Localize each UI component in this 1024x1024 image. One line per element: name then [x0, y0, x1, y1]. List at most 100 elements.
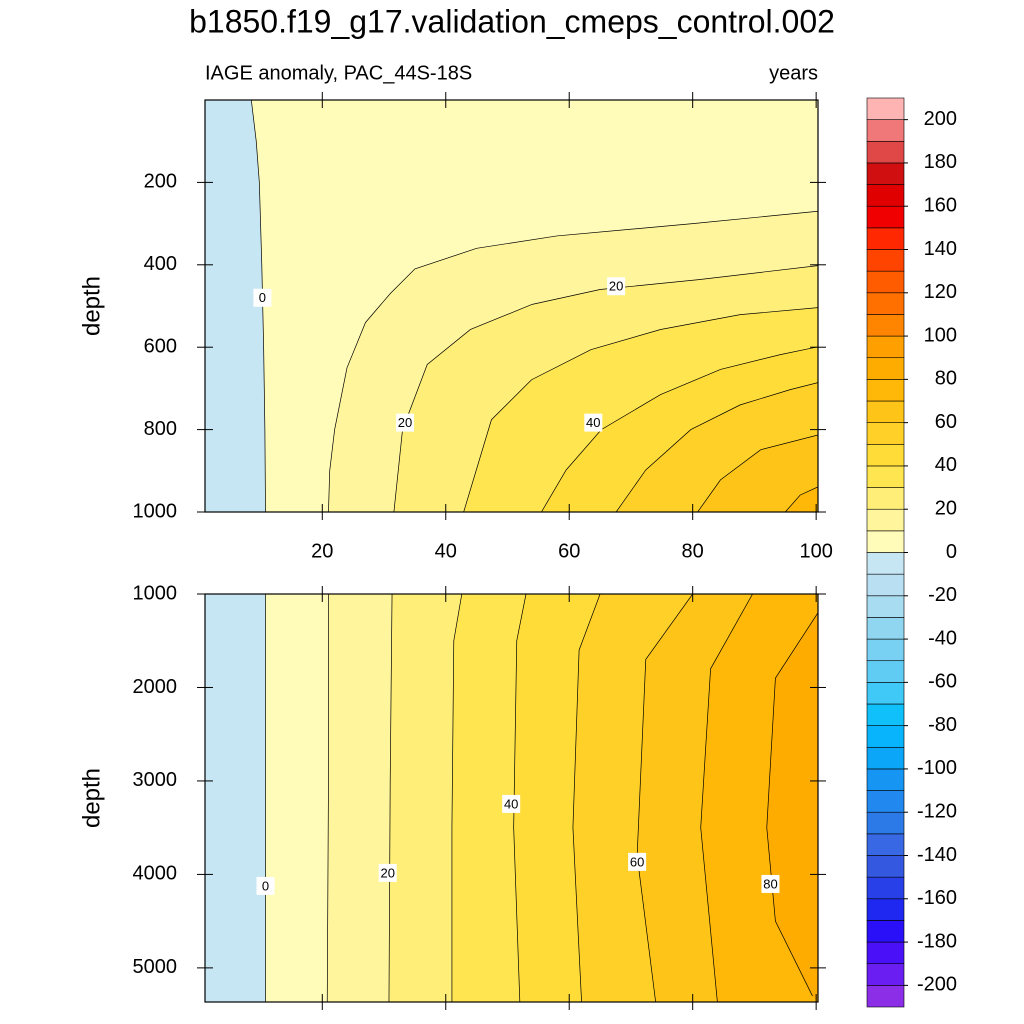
colorbar-box: [866, 140, 905, 164]
colorbar-box: [866, 487, 905, 510]
panel-left-title: IAGE anomaly, PAC_44S-18S: [205, 62, 472, 84]
contour-line: [697, 434, 818, 512]
panel-right-title: years: [769, 62, 818, 84]
colorbar-tick-label: 20: [935, 497, 957, 519]
colorbar-tick-label: 100: [924, 324, 957, 346]
contour-label-box: [502, 794, 521, 813]
colorbar-box: [866, 552, 905, 575]
contour-label: 40: [504, 796, 518, 811]
y-tick-label: 1000: [133, 582, 178, 604]
colorbar-box: [866, 617, 905, 640]
contour-label-box: [628, 852, 647, 871]
colorbar-box: [866, 660, 905, 683]
contour-line: [250, 100, 266, 512]
colorbar-box: [866, 270, 905, 294]
colorbar-tick-label: -80: [928, 714, 957, 736]
y-axis-label: depth: [78, 768, 105, 828]
contour-line: [700, 594, 753, 1002]
plot-frame: [204, 593, 819, 1003]
contour-label-box: [256, 876, 275, 895]
colorbar-box: [866, 465, 905, 488]
colorbar-box: [866, 119, 905, 142]
colorbar-box: [866, 508, 905, 532]
contour-label: 40: [586, 415, 600, 430]
colorbar-box: [866, 335, 905, 359]
colorbar-tick-label: 60: [935, 411, 957, 433]
chart-title: b1850.f19_g17.validation_cmeps_control.0…: [189, 3, 835, 39]
plot-area: 0 20 20 40: [205, 100, 818, 512]
x-tick-label: 80: [682, 540, 704, 562]
y-tick-label: 2000: [133, 676, 178, 698]
contour-label: 60: [630, 854, 644, 869]
y-tick-label: 600: [144, 335, 177, 357]
x-tick-label: 60: [558, 540, 580, 562]
contour-line: [328, 210, 818, 512]
x-tick-label: 20: [311, 540, 333, 562]
contour-line: [326, 594, 329, 1002]
colorbar-tick-label: 180: [924, 151, 957, 173]
colorbar-box: [866, 422, 905, 445]
colorbar-tick-label: -100: [917, 757, 957, 779]
colorbar-box: [866, 833, 905, 856]
colorbar-tick-label: -140: [917, 844, 957, 866]
y-tick-label: 800: [144, 418, 177, 440]
plot-area: 0 20 40 60 80: [205, 594, 818, 1002]
contour-line: [513, 594, 527, 1002]
colorbar-box: [866, 768, 905, 791]
colorbar-box: [866, 746, 905, 770]
contour-label-box: [761, 874, 780, 893]
colorbar-box: [866, 682, 905, 705]
colorbar-box: [866, 790, 905, 813]
colorbar-box: [866, 898, 905, 921]
contour-label-box: [396, 413, 415, 432]
colorbar-box: [866, 357, 905, 380]
contour-label: 20: [380, 865, 394, 880]
colorbar-box: [866, 941, 905, 965]
contour-fill: [766, 612, 818, 1002]
contour-line: [451, 594, 463, 1002]
colorbar-box: [866, 876, 905, 900]
colorbar-box: [866, 292, 905, 315]
colorbar-box: [866, 97, 905, 120]
contour-label: 0: [262, 878, 269, 893]
y-axis-label: depth: [78, 276, 105, 336]
contour-label: 80: [763, 876, 777, 891]
contour-label: 20: [609, 279, 623, 294]
colorbar-box: [866, 811, 905, 835]
y-tick-label: 4000: [133, 863, 178, 885]
contour-line: [572, 594, 601, 1002]
colorbar-box: [866, 205, 905, 229]
plot-frame: [204, 99, 819, 513]
colorbar-box: [866, 985, 905, 1008]
y-tick-label: 5000: [133, 956, 178, 978]
contour-label-box: [253, 288, 272, 307]
colorbar-box: [866, 638, 905, 662]
colorbar-tick-label: 0: [946, 541, 957, 563]
y-tick-label: 400: [144, 253, 177, 275]
colorbar-box: [866, 314, 905, 337]
colorbar-tick-label: 40: [935, 454, 957, 476]
colorbar-box: [866, 184, 905, 207]
colorbar-box: [866, 227, 905, 250]
colorbar-box: [866, 595, 905, 618]
y-tick-label: 200: [144, 171, 177, 193]
colorbar-tick-label: -60: [928, 671, 957, 693]
y-tick-label: 3000: [133, 769, 178, 791]
colorbar-tick-label: -40: [928, 627, 957, 649]
x-tick-label: 100: [799, 540, 832, 562]
colorbar-box: [866, 963, 905, 986]
colorbar-tick-label: 80: [935, 368, 957, 390]
colorbar-tick-label: -20: [928, 584, 957, 606]
contour-label-box: [378, 863, 397, 882]
contour-line: [615, 382, 818, 512]
x-tick-label: 40: [435, 540, 457, 562]
colorbar-tick-label: -200: [917, 974, 957, 996]
contour-label: 20: [398, 415, 412, 430]
colorbar-tick-label: 140: [924, 238, 957, 260]
colorbar-box: [866, 920, 905, 943]
contour-fill: [697, 434, 818, 512]
contour-line: [388, 594, 393, 1002]
colorbar-box: [866, 855, 905, 878]
contour-label-box: [584, 413, 603, 432]
contour-label-box: [607, 277, 626, 296]
